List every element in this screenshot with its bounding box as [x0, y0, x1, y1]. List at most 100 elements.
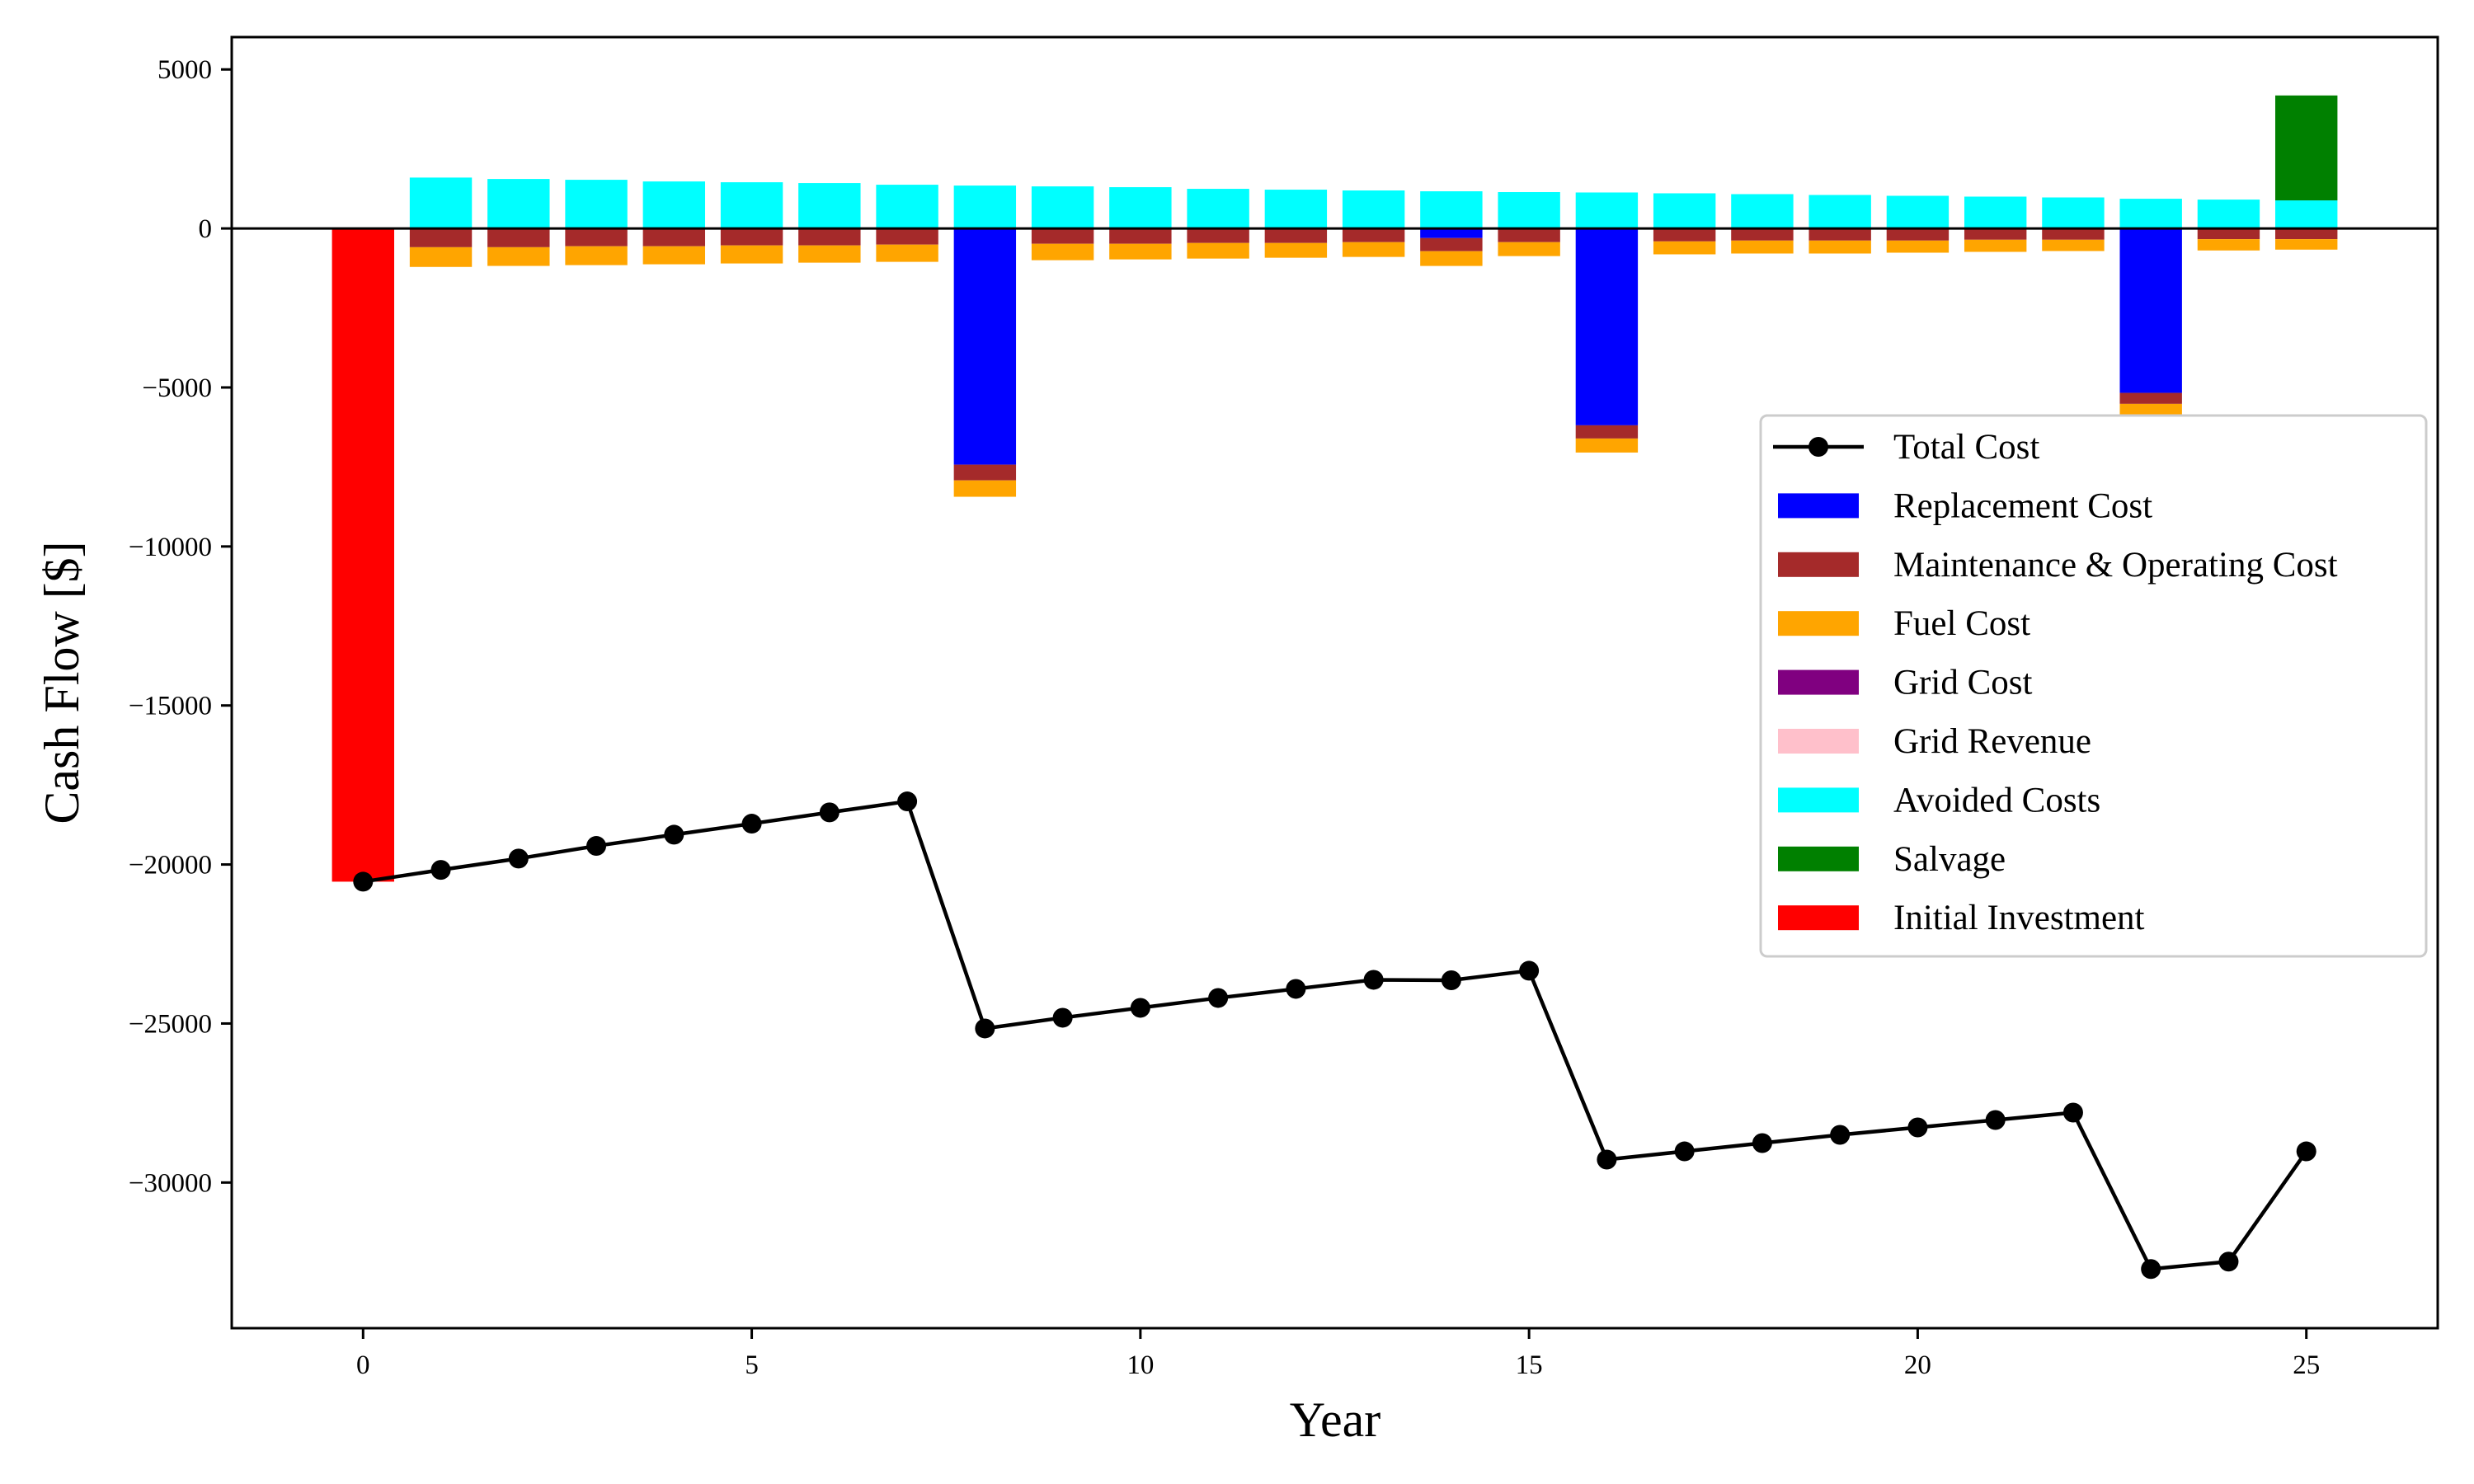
legend-swatch-icon	[1778, 552, 1859, 577]
bar-fuel-cost-year-25	[2275, 239, 2338, 250]
bar-maintenance-and-operating-cost-year-18	[1731, 228, 1794, 241]
legend-swatch-icon	[1778, 729, 1859, 754]
total-cost-point-year-16	[1597, 1149, 1617, 1170]
y-tick-label: −25000	[129, 1009, 212, 1039]
bar-avoided-costs-year-9	[1031, 186, 1094, 229]
bar-avoided-costs-year-15	[1498, 192, 1560, 229]
bar-maintenance-and-operating-cost-year-2	[487, 228, 550, 247]
bar-maintenance-and-operating-cost-year-13	[1342, 228, 1405, 242]
bar-avoided-costs-year-1	[409, 177, 473, 229]
bar-avoided-costs-year-16	[1575, 192, 1639, 229]
bar-fuel-cost-year-15	[1498, 242, 1560, 256]
bar-maintenance-and-operating-cost-year-8	[953, 464, 1017, 481]
bar-avoided-costs-year-19	[1808, 195, 1871, 229]
total-cost-point-year-13	[1363, 970, 1384, 990]
total-cost-line	[362, 799, 2308, 1271]
bar-maintenance-and-operating-cost-year-12	[1264, 228, 1328, 243]
bar-avoided-costs-year-3	[565, 180, 628, 229]
bar-avoided-costs-year-11	[1187, 189, 1249, 229]
total-cost-point-year-23	[2141, 1259, 2161, 1280]
bar-maintenance-and-operating-cost-year-20	[1886, 228, 1950, 241]
bar-replacement-cost-year-23	[2119, 228, 2182, 393]
x-axis-label: Year	[1290, 1392, 1381, 1447]
bar-avoided-costs-year-24	[2197, 200, 2260, 229]
bar-initial-investment-year-0	[332, 228, 394, 882]
legend-swatch-icon	[1778, 846, 1859, 871]
bar-avoided-costs-year-8	[953, 186, 1017, 229]
bar-fuel-cost-year-22	[2042, 239, 2105, 251]
legend-swatch-icon	[1778, 611, 1859, 636]
legend-items: Total Cost Replacement Cost Maintenance & …	[1773, 428, 2338, 937]
bar-avoided-costs-year-17	[1653, 193, 1716, 229]
total-cost-point-year-17	[1674, 1141, 1695, 1162]
bar-avoided-costs-year-7	[876, 185, 938, 229]
legend-label: Initial Investment	[1893, 899, 2145, 937]
bar-maintenance-and-operating-cost-year-22	[2042, 228, 2105, 240]
total-cost-point-year-10	[1130, 998, 1150, 1018]
bar-maintenance-and-operating-cost-year-10	[1109, 228, 1172, 244]
total-cost-point-year-6	[819, 802, 840, 823]
legend-item-grid-revenue: Grid Revenue	[1778, 722, 2091, 761]
bar-avoided-costs-year-18	[1731, 194, 1794, 229]
total-cost-point-year-0	[353, 871, 374, 892]
bar-salvage-year-25	[2275, 95, 2338, 201]
legend-label: Avoided Costs	[1893, 781, 2100, 819]
bar-layer	[332, 95, 2338, 882]
total-cost-point-year-4	[664, 824, 684, 845]
total-cost-point-year-5	[741, 814, 762, 834]
legend-swatch-icon	[1778, 787, 1859, 813]
bar-maintenance-and-operating-cost-year-23	[2119, 392, 2182, 404]
y-tick-label: 5000	[158, 55, 212, 85]
x-tick-label: 25	[2293, 1350, 2320, 1380]
bar-replacement-cost-year-8	[953, 228, 1017, 465]
bar-fuel-cost-year-1	[409, 247, 473, 267]
y-tick-label: −30000	[129, 1168, 212, 1198]
total-cost-point-year-14	[1441, 970, 1461, 990]
total-cost-point-year-3	[586, 836, 607, 857]
bar-maintenance-and-operating-cost-year-5	[720, 228, 783, 246]
y-tick-label: 0	[199, 214, 213, 244]
axes-frame	[230, 35, 2439, 1330]
bar-fuel-cost-year-5	[720, 245, 783, 264]
x-axis-ticks: 0 5 10 15 20 25	[356, 1328, 2320, 1380]
legend-swatch-icon	[1778, 669, 1859, 695]
bar-avoided-costs-year-13	[1342, 190, 1405, 229]
bar-fuel-cost-year-14	[1420, 251, 1483, 266]
legend: Total Cost Replacement Cost Maintenance & …	[1759, 414, 2428, 958]
bar-avoided-costs-year-6	[798, 183, 861, 229]
bar-avoided-costs-year-5	[720, 182, 783, 229]
y-tick-label: −20000	[129, 851, 212, 881]
bar-replacement-cost-year-14	[1420, 228, 1483, 238]
bar-fuel-cost-year-24	[2197, 239, 2260, 251]
bar-maintenance-and-operating-cost-year-21	[1964, 228, 2027, 240]
bar-avoided-costs-year-4	[642, 181, 706, 229]
total-cost-point-year-24	[2218, 1252, 2239, 1272]
total-cost-point-year-12	[1286, 979, 1306, 999]
total-cost-point-year-7	[897, 791, 918, 812]
bar-maintenance-and-operating-cost-year-9	[1031, 228, 1094, 244]
bar-maintenance-and-operating-cost-year-15	[1498, 228, 1560, 242]
bar-maintenance-and-operating-cost-year-11	[1187, 228, 1249, 243]
total-cost-line-layer	[353, 791, 2316, 1280]
total-cost-point-year-20	[1907, 1117, 1928, 1138]
bar-fuel-cost-year-21	[1964, 239, 2027, 252]
bar-fuel-cost-year-16	[1575, 438, 1639, 453]
total-cost-point-year-18	[1752, 1133, 1772, 1153]
y-axis-label: Cash Flow [$]	[35, 541, 89, 824]
total-cost-point-year-8	[975, 1018, 995, 1039]
total-cost-point-year-15	[1519, 960, 1540, 981]
total-cost-point-year-25	[2296, 1141, 2316, 1162]
bar-avoided-costs-year-10	[1109, 187, 1172, 229]
bar-avoided-costs-year-23	[2119, 199, 2182, 229]
legend-item-fuel-cost: Fuel Cost	[1778, 604, 2030, 643]
bar-avoided-costs-year-25	[2275, 200, 2338, 229]
bar-fuel-cost-year-6	[798, 245, 861, 263]
bar-fuel-cost-year-12	[1264, 242, 1328, 258]
bar-maintenance-and-operating-cost-year-25	[2275, 228, 2338, 240]
total-cost-point-year-19	[1830, 1125, 1851, 1145]
bar-fuel-cost-year-18	[1731, 240, 1794, 254]
bar-maintenance-and-operating-cost-year-6	[798, 228, 861, 246]
x-tick-label: 20	[1904, 1350, 1931, 1380]
bar-maintenance-and-operating-cost-year-24	[2197, 228, 2260, 240]
